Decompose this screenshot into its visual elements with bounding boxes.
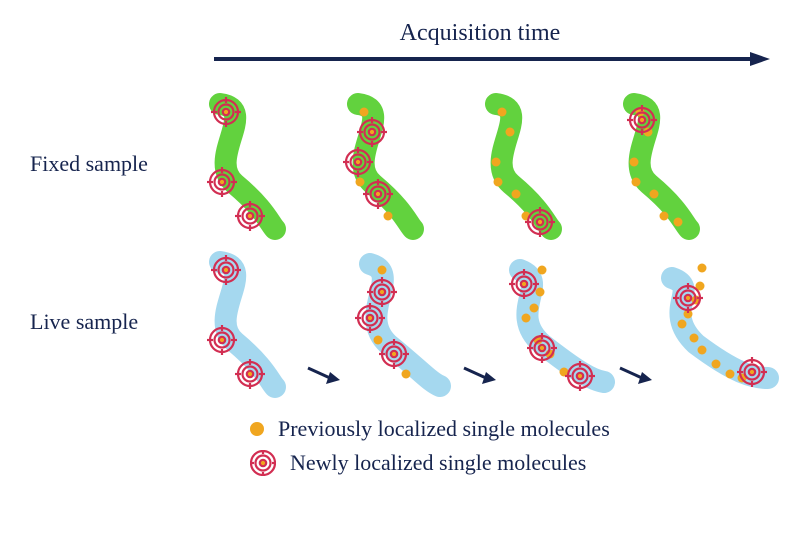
legend: Previously localized single molecules Ne… <box>250 416 764 476</box>
time-panel <box>346 252 466 392</box>
time-panel <box>466 94 586 234</box>
live-row-label: Live sample <box>30 309 190 335</box>
legend-new-label: Newly localized single molecules <box>290 450 586 476</box>
legend-new-row: Newly localized single molecules <box>250 450 764 476</box>
time-panel <box>190 94 310 234</box>
time-panel <box>190 252 310 392</box>
fixed-panels <box>190 94 764 234</box>
time-panel <box>658 252 778 392</box>
time-panel <box>328 94 448 234</box>
acquisition-arrow-icon <box>210 49 770 71</box>
legend-prev-row: Previously localized single molecules <box>250 416 764 442</box>
live-row: Live sample <box>30 252 764 392</box>
fixed-row-label: Fixed sample <box>30 151 190 177</box>
fixed-row: Fixed sample <box>30 94 764 234</box>
prev-dot-icon <box>250 422 264 436</box>
header-block: Acquisition time <box>210 20 750 76</box>
time-panel <box>604 94 724 234</box>
legend-prev-label: Previously localized single molecules <box>278 416 610 442</box>
target-icon <box>250 450 276 476</box>
live-panels <box>190 252 778 392</box>
time-panel <box>502 252 622 392</box>
acquisition-title: Acquisition time <box>210 20 750 47</box>
diagram-container: Acquisition time Fixed sample Live sampl… <box>30 20 764 522</box>
